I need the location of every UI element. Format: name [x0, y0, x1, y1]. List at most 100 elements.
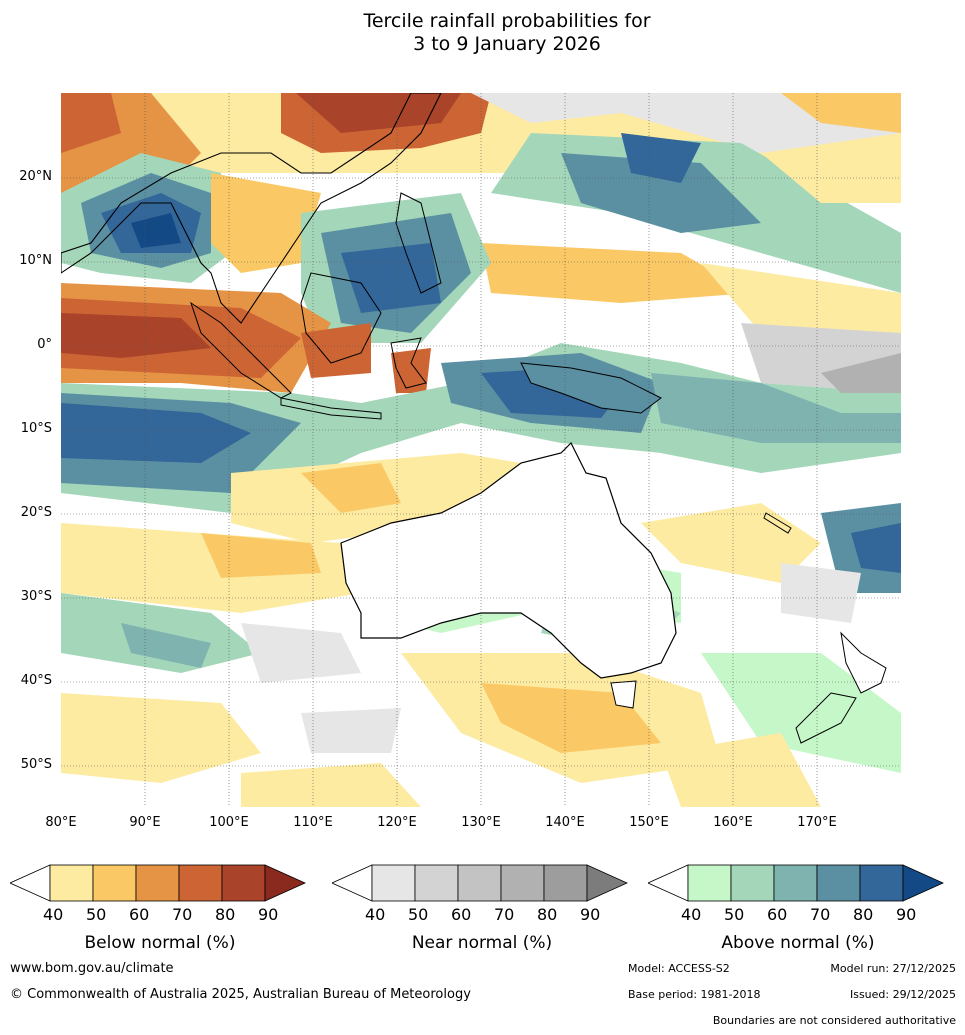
colorbar-tick: 50: [408, 905, 429, 924]
colorbar-tick: 80: [215, 905, 236, 924]
lon-label-110e: 110°E: [293, 815, 333, 830]
colorbar-swatch: [687, 864, 732, 902]
sumatra-outline: [190, 301, 292, 399]
map-title-line1: Tercile rainfall probabilities for: [363, 10, 651, 32]
below-normal-region: [391, 348, 431, 393]
new-zealand-south-outline: [795, 692, 857, 744]
website-text: www.bom.gov.au/climate: [10, 961, 174, 976]
below-normal-region: [61, 93, 121, 153]
lon-label-80e: 80°E: [45, 815, 77, 830]
below-normal-region: [201, 533, 321, 578]
lat-label-20s: 20°S: [20, 505, 52, 520]
sulawesi-outline: [390, 337, 427, 389]
lat-label-20n: 20°N: [19, 169, 52, 184]
borneo-outline: [300, 272, 382, 364]
lon-label-130e: 130°E: [461, 815, 501, 830]
above-normal-region: [131, 213, 181, 248]
colorbar-tick: 70: [172, 905, 193, 924]
new-guinea-outline: [520, 362, 662, 414]
lat-label-50s: 50°S: [20, 757, 52, 772]
colorbar-tick: 50: [86, 905, 107, 924]
colorbar-extend-high: [902, 864, 944, 902]
near-normal-region: [821, 353, 901, 393]
below-normal-region: [296, 93, 461, 133]
disclaimer-text: Boundaries are not considered authoritat…: [712, 1014, 956, 1027]
colorbar-swatch: [178, 864, 223, 902]
near-normal-region: [241, 623, 361, 683]
colorbar-swatch: [414, 864, 459, 902]
java-outline: [280, 397, 382, 420]
below-normal-region: [301, 323, 371, 378]
new-zealand-north-outline: [840, 631, 887, 694]
colorbar-swatch: [500, 864, 545, 902]
colorbar-above-normal: [647, 863, 948, 907]
tasmania-outline: [610, 680, 637, 709]
colorbar-tick: 40: [43, 905, 64, 924]
colorbar-near-normal: [331, 863, 632, 907]
colorbar-tick: 90: [896, 905, 917, 924]
lat-label-10n: 10°N: [19, 253, 52, 268]
colorbar-swatch: [730, 864, 775, 902]
colorbar-extend-low: [647, 864, 689, 902]
colorbar-swatch: [49, 864, 94, 902]
above-normal-region: [651, 373, 901, 443]
colorbar-near-normal-title: Near normal (%): [411, 933, 553, 953]
rainfall-probability-map: [61, 93, 901, 807]
above-normal-region: [121, 623, 211, 668]
issued-text: Issued: 29/12/2025: [849, 988, 956, 1001]
below-normal-region: [761, 143, 901, 203]
colorbar-swatch: [543, 864, 588, 902]
copyright-text: © Commonwealth of Australia 2025, Austra…: [10, 987, 471, 1002]
colorbar-extend-high: [264, 864, 306, 902]
base-period-text: Base period: 1981-2018: [628, 988, 761, 1001]
above-normal-region: [701, 653, 901, 773]
colorbar-below-normal-swatches: [9, 864, 306, 902]
new-caledonia-outline: [763, 512, 792, 534]
colorbar-swatch: [859, 864, 904, 902]
colorbar-extend-high: [586, 864, 628, 902]
lat-label-30s: 30°S: [20, 589, 52, 604]
colorbar-swatch: [92, 864, 137, 902]
map-title-line2: 3 to 9 January 2026: [413, 33, 601, 55]
colorbar-tick: 90: [258, 905, 279, 924]
below-normal-region: [61, 313, 211, 358]
graticule: [61, 93, 901, 807]
colorbar-above-normal-title: Above normal (%): [721, 933, 875, 953]
colorbar-tick: 60: [129, 905, 150, 924]
below-normal-region: [301, 463, 401, 513]
colorbar-tick: 70: [494, 905, 515, 924]
below-normal-region: [781, 93, 901, 133]
lat-label-0: 0°: [37, 337, 52, 352]
lon-label-150e: 150°E: [629, 815, 669, 830]
model-text: Model: ACCESS-S2: [628, 962, 730, 975]
below-normal-region: [481, 243, 751, 303]
colorbar-tick: 60: [451, 905, 472, 924]
above-normal-region: [561, 153, 761, 233]
above-normal-region: [621, 133, 701, 183]
colorbar-swatch: [371, 864, 416, 902]
lat-label-10s: 10°S: [20, 421, 52, 436]
above-normal-region: [851, 523, 901, 573]
asia-coastline: [61, 93, 442, 324]
colorbar-tick: 70: [810, 905, 831, 924]
map-canvas: [61, 93, 901, 807]
map-title: Tercile rainfall probabilities for 3 to …: [0, 10, 965, 56]
colorbar-extend-low: [331, 864, 373, 902]
colorbar-below-normal: [9, 863, 310, 907]
lon-label-120e: 120°E: [377, 815, 417, 830]
colorbar-tick: 60: [767, 905, 788, 924]
below-normal-region: [661, 733, 821, 807]
colorbar-tick: 90: [580, 905, 601, 924]
near-normal-region: [471, 93, 901, 153]
colorbar-swatch: [816, 864, 861, 902]
near-normal-region: [301, 708, 401, 753]
lon-label-100e: 100°E: [209, 815, 249, 830]
model-run-text: Model run: 27/12/2025: [830, 962, 956, 975]
australia-outline: [340, 441, 677, 679]
lon-label-90e: 90°E: [129, 815, 161, 830]
lon-label-160e: 160°E: [713, 815, 753, 830]
below-normal-region: [61, 693, 261, 783]
lon-label-170e: 170°E: [797, 815, 837, 830]
above-normal-region: [61, 403, 251, 463]
near-normal-region: [781, 563, 861, 623]
